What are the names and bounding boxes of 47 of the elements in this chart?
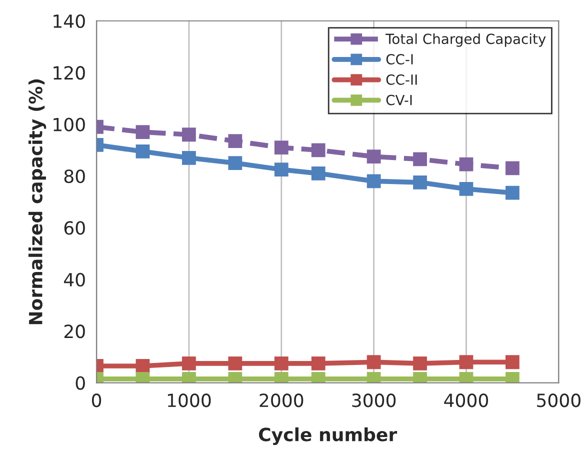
x-tick-label: 2000 xyxy=(260,394,304,408)
y-tick-label: 40 xyxy=(64,272,85,287)
y-axis-title: Normalized capacity (%) xyxy=(28,79,46,324)
y-tick-label: 140 xyxy=(54,14,85,28)
point xyxy=(274,140,288,154)
y-tick-label: 80 xyxy=(64,169,85,184)
point xyxy=(506,355,520,370)
x-axis-title: Cycle number xyxy=(258,427,398,445)
point xyxy=(228,134,242,148)
point xyxy=(459,157,474,172)
point xyxy=(274,162,288,176)
point xyxy=(311,143,326,158)
point xyxy=(311,166,326,180)
point xyxy=(366,355,381,370)
y-tick-label: 0 xyxy=(76,376,85,390)
point xyxy=(413,356,427,370)
legend-label: Total Charged Capacity xyxy=(386,33,546,47)
point xyxy=(506,161,520,176)
y-tick-label: 20 xyxy=(64,324,85,338)
point xyxy=(506,186,520,200)
y-tick-label: 100 xyxy=(54,118,85,132)
legend-label: CC-I xyxy=(386,54,413,65)
point xyxy=(413,152,427,166)
legend-label: CC-II xyxy=(386,74,417,85)
point xyxy=(136,144,150,158)
y-tick-label: 60 xyxy=(64,221,85,235)
point xyxy=(182,356,196,370)
point xyxy=(311,356,326,370)
y-tick-label: 120 xyxy=(54,66,85,80)
point xyxy=(136,125,150,139)
point xyxy=(459,182,474,196)
x-tick-label: 0 xyxy=(92,394,102,408)
point xyxy=(136,359,150,373)
point xyxy=(459,355,474,370)
point xyxy=(274,356,288,370)
x-tick-label: 1000 xyxy=(168,394,211,408)
point xyxy=(228,156,242,170)
x-tick-label: 3000 xyxy=(352,394,396,408)
legend-label: CV-I xyxy=(386,94,412,106)
x-tick-label: 5000 xyxy=(537,394,580,408)
point xyxy=(228,356,242,370)
point xyxy=(182,128,196,142)
point xyxy=(413,176,427,190)
point xyxy=(366,174,381,188)
point xyxy=(182,150,196,165)
point xyxy=(366,150,381,164)
x-tick-label: 4000 xyxy=(444,394,488,408)
